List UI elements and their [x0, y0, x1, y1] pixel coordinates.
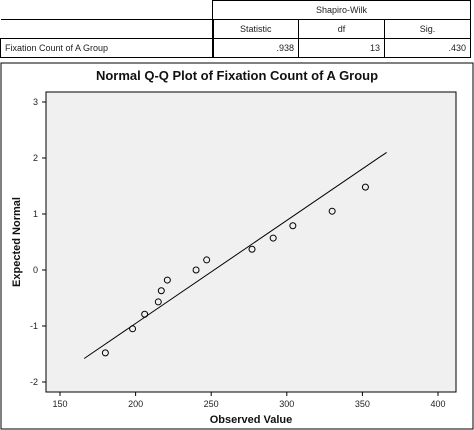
x-tick-label: 350 [355, 399, 370, 409]
qq-plot-chart: Normal Q-Q Plot of Fixation Count of A G… [0, 62, 474, 430]
cell-df: 13 [298, 38, 385, 58]
cell-sig: .430 [384, 38, 471, 58]
data-point [129, 325, 137, 333]
data-point [203, 256, 211, 264]
y-tick-label: 3 [33, 97, 38, 107]
data-point [269, 234, 277, 242]
data-point [192, 266, 200, 274]
chart-title: Normal Q-Q Plot of Fixation Count of A G… [96, 68, 378, 83]
x-tick-label: 300 [279, 399, 294, 409]
shapiro-wilk-table: Shapiro-Wilk Statistic df Sig. Fixation … [0, 0, 471, 58]
shapiro-wilk-header: Shapiro-Wilk [212, 0, 471, 20]
table-row: Fixation Count of A Group .938 13 .430 [0, 38, 471, 58]
data-point [328, 207, 336, 215]
x-tick-label: 150 [52, 399, 67, 409]
column-header-df: df [298, 19, 385, 39]
y-tick-label: 2 [33, 153, 38, 163]
data-points [101, 183, 369, 357]
x-axis: 150 200 250 300 350 400 [52, 392, 446, 409]
x-tick-label: 200 [128, 399, 143, 409]
y-tick-label: 1 [33, 209, 38, 219]
column-header-statistic: Statistic [212, 19, 299, 39]
table-group-header-row: Shapiro-Wilk [0, 0, 471, 20]
data-point [163, 276, 171, 284]
data-point [154, 298, 162, 306]
data-point [101, 349, 109, 357]
data-point [248, 245, 256, 253]
data-point [289, 222, 297, 230]
table-corner-cell-lower [0, 19, 214, 39]
cell-statistic: .938 [212, 38, 299, 58]
data-point [141, 310, 149, 318]
x-axis-label: Observed Value [210, 414, 293, 426]
y-tick-label: 0 [33, 265, 38, 275]
table-corner-cell [0, 0, 213, 20]
table-column-header-row: Statistic df Sig. [0, 19, 471, 39]
plot-area [45, 91, 457, 393]
qq-plot-svg: Normal Q-Q Plot of Fixation Count of A G… [0, 62, 474, 430]
y-axis: -2 -1 0 1 2 3 [30, 97, 46, 387]
row-label: Fixation Count of A Group [0, 38, 214, 58]
data-point [361, 183, 369, 191]
column-header-sig: Sig. [384, 19, 471, 39]
y-tick-label: -2 [30, 377, 38, 387]
y-tick-label: -1 [30, 321, 38, 331]
reference-line [83, 151, 387, 359]
x-tick-label: 400 [430, 399, 445, 409]
data-point [157, 287, 165, 295]
y-axis-label: Expected Normal [11, 197, 23, 287]
x-tick-label: 250 [204, 399, 219, 409]
